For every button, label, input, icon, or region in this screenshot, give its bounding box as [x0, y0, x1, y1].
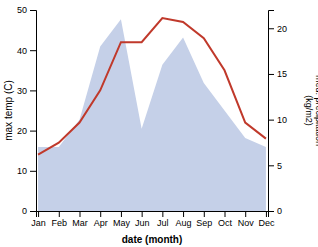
tick-mark: [268, 74, 274, 75]
tick-mark: [245, 211, 246, 217]
tick-mark: [183, 211, 184, 217]
tick: Mar: [72, 211, 88, 228]
tick: Jul: [157, 211, 169, 228]
plot: JanFebMarAprMayJunJulAugSepOctNovDec0102…: [17, 5, 287, 228]
tick-label: 5: [277, 161, 282, 171]
tick-mark: [30, 211, 36, 212]
tick-mark: [38, 211, 39, 217]
tick: 20: [17, 126, 36, 136]
tick-mark: [30, 171, 36, 172]
axis-line: [30, 11, 37, 212]
axis-line: [37, 212, 269, 218]
tick-label: Jan: [31, 218, 46, 228]
tick-mark: [268, 165, 274, 166]
tick: Dec: [258, 211, 275, 228]
tick: Jun: [135, 211, 150, 228]
tick-mark: [162, 211, 163, 217]
tick-mark: [268, 211, 274, 212]
chart: JanFebMarAprMayJunJulAugSepOctNovDec0102…: [0, 0, 318, 247]
tick-mark: [30, 50, 36, 51]
tick-mark: [30, 131, 36, 132]
tick: 40: [17, 46, 36, 56]
tick: 30: [17, 86, 36, 96]
tick-label: 15: [277, 69, 287, 79]
tick-label: Aug: [176, 218, 192, 228]
tick-label: 20: [17, 126, 27, 136]
tick: 5: [268, 161, 282, 171]
tick-label: 20: [277, 24, 287, 34]
tick: Oct: [218, 211, 233, 228]
tick-label: 0: [277, 206, 282, 216]
tick-label: Mar: [72, 218, 88, 228]
x-axis: Jan Feb Mar Apr May Jun Jul Aug Sep Oct NovDec: [31, 211, 275, 228]
tick-label: Feb: [52, 218, 68, 228]
tick: 10: [268, 115, 287, 125]
tick: Feb: [52, 211, 68, 228]
tick-label: 10: [277, 115, 287, 125]
tick-mark: [121, 211, 122, 217]
tick: Aug: [176, 211, 192, 228]
tick: Sep: [196, 211, 212, 228]
tick-mark: [268, 120, 274, 121]
y2-axis-title: med. precipitation(kg/m2): [304, 75, 318, 146]
tick-mark: [204, 211, 205, 217]
y2-axis: 0 5 10 15 20: [268, 11, 287, 217]
tick: 50: [17, 5, 36, 15]
tick-mark: [266, 211, 267, 217]
tick: Apr: [94, 211, 108, 228]
tick-label: May: [113, 218, 131, 228]
tick: Jan: [31, 211, 46, 228]
tick-mark: [30, 10, 36, 11]
marks: [38, 18, 266, 211]
tick: 0: [268, 206, 282, 216]
tick-label: Jul: [157, 218, 169, 228]
line: [38, 18, 266, 155]
tick-mark: [59, 211, 60, 217]
tick-label: 40: [17, 46, 27, 56]
tick-label: Jun: [135, 218, 150, 228]
tick-label: Nov: [238, 218, 255, 228]
tick-label: Sep: [196, 218, 212, 228]
tick-mark: [100, 211, 101, 217]
area: [38, 19, 266, 211]
tick: 15: [268, 69, 287, 79]
tick-label: Oct: [218, 218, 233, 228]
tick-label: 50: [17, 5, 27, 15]
axis-line: [269, 11, 275, 212]
y2-axis-title-line: (kg/m2): [304, 95, 314, 126]
tick: 10: [17, 166, 36, 176]
tick-label: Dec: [258, 218, 275, 228]
tick-mark: [80, 211, 81, 217]
tick-mark: [30, 90, 36, 91]
tick-label: 10: [17, 166, 27, 176]
x-axis-title: date (month): [122, 234, 183, 245]
y-axis-title: max temp (C): [3, 80, 14, 141]
tick-mark: [225, 211, 226, 217]
tick-mark: [268, 28, 274, 29]
tick-label: 30: [17, 86, 27, 96]
y-axis: 0 10 20 30 40 50: [17, 5, 37, 216]
tick: Nov: [238, 211, 255, 228]
tick: 20: [268, 24, 287, 34]
tick-mark: [142, 211, 143, 217]
tick-label: Apr: [94, 218, 108, 228]
tick: May: [113, 211, 131, 228]
tick: 0: [22, 206, 36, 216]
tick-label: 0: [22, 206, 27, 216]
